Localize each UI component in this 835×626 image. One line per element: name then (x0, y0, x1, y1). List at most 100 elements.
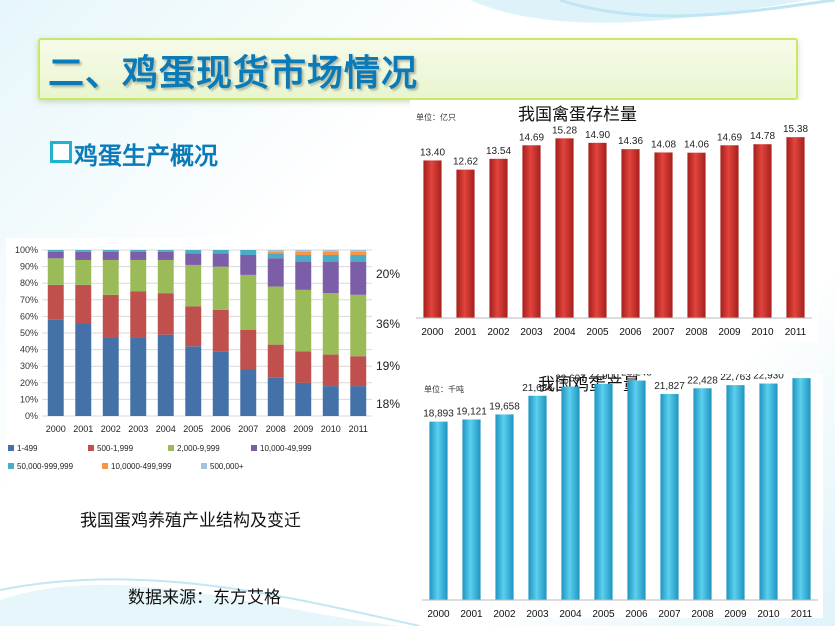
bar-value-label: 19,658 (489, 401, 520, 412)
legend-label: 2,000-9,999 (177, 444, 220, 453)
stacked-bar-segment (185, 346, 202, 416)
stacked-bar-segment (102, 259, 119, 295)
bar-value-label: 19,121 (456, 406, 487, 417)
stacked-bar-segment (350, 356, 367, 387)
stacked-bar-segment (212, 266, 229, 310)
data-bar (588, 142, 607, 318)
bar-value-label: 14.69 (717, 132, 742, 143)
stacked-bar-segment (47, 258, 64, 285)
x-tick-label: 2009 (718, 327, 741, 338)
data-bar (627, 380, 646, 600)
legend-swatch (168, 445, 174, 451)
y-tick-label: 0% (25, 411, 38, 421)
x-tick-label: 2009 (724, 609, 747, 618)
stacked-bar-segment (157, 293, 174, 335)
x-tick-label: 2001 (454, 327, 477, 338)
bar-value-label: 15.28 (552, 125, 577, 136)
stacked-bar-segment (212, 250, 229, 254)
x-tick-label: 2004 (559, 609, 582, 618)
stacked-bar-segment (75, 259, 92, 285)
x-tick-label: 2007 (652, 327, 675, 338)
share-annotation: 18% (376, 397, 400, 411)
stacked-bar-segment (240, 274, 257, 330)
x-tick-label: 2001 (460, 609, 483, 618)
x-tick-label: 2004 (156, 424, 176, 434)
stacked-bar-segment (157, 334, 174, 416)
stacked-bar-segment (102, 337, 119, 416)
stacked-bar-segment (267, 253, 284, 259)
data-bar (687, 152, 706, 318)
share-annotation: 20% (376, 267, 400, 281)
stacked-bar-segment (157, 250, 174, 252)
stacked-bar-segment (322, 293, 339, 355)
bar-value-label: 14.36 (618, 136, 643, 147)
stacked-bar-segment (47, 250, 64, 252)
stacked-bar-segment (295, 254, 312, 262)
x-tick-label: 2008 (691, 609, 714, 618)
y-tick-label: 90% (20, 262, 38, 272)
x-tick-label: 2008 (266, 424, 286, 434)
subheading-text: 鸡蛋生产概况 (74, 142, 218, 170)
bar-value-label: 14.90 (585, 130, 610, 141)
bar-value-label: 14.78 (750, 131, 775, 142)
y-tick-label: 50% (20, 328, 38, 338)
stock-chart-panel: 我国禽蛋存栏量 单位：亿只 13.40 2000 12.62 2001 13.54 2002 1… (410, 100, 818, 342)
stacked-bar-segment (267, 286, 284, 345)
x-tick-label: 2002 (487, 327, 510, 338)
stacked-bar-segment (157, 251, 174, 260)
y-tick-label: 100% (15, 245, 38, 255)
y-tick-label: 10% (20, 394, 38, 404)
stacked-bar-segment (212, 253, 229, 267)
legend-swatch (251, 445, 257, 451)
data-bar (429, 421, 448, 600)
x-tick-label: 2003 (128, 424, 148, 434)
chart-unit: 单位：千吨 (424, 384, 464, 394)
bar-value-label: 14.06 (684, 140, 709, 151)
stacked-bar-segment (130, 259, 147, 292)
data-bar (726, 385, 745, 600)
stacked-bar-segment (75, 250, 92, 252)
x-tick-label: 2000 (46, 424, 66, 434)
legend-swatch (8, 445, 14, 451)
legend-label: 500,000+ (210, 462, 244, 471)
y-tick-label: 80% (20, 278, 38, 288)
x-tick-label: 2007 (658, 609, 681, 618)
bar-value-label: 23,502 (786, 374, 817, 376)
x-tick-label: 2011 (791, 609, 813, 618)
data-bar (792, 378, 811, 600)
stacked-bar-segment (102, 251, 119, 260)
bar-value-label: 12.62 (453, 157, 478, 168)
x-tick-label: 2002 (493, 609, 516, 618)
title-banner: 二、鸡蛋现货市场情况 (38, 38, 798, 100)
legend-label: 50,000-999,999 (17, 462, 74, 471)
x-tick-label: 2001 (73, 424, 93, 434)
x-tick-label: 2003 (520, 327, 543, 338)
data-bar (660, 393, 679, 600)
data-bar (495, 414, 514, 600)
x-tick-label: 2009 (293, 424, 313, 434)
x-tick-label: 2010 (751, 327, 774, 338)
stacked-bar-segment (350, 261, 367, 295)
stacked-bar-segment (102, 294, 119, 338)
stacked-bar-segment (267, 344, 284, 378)
data-bar (654, 152, 673, 318)
stacked-bar-segment (322, 251, 339, 255)
x-tick-label: 2011 (349, 424, 368, 434)
bar-value-label: 22,428 (687, 375, 718, 386)
stacked-bar-segment (350, 251, 367, 255)
bar-value-label: 13.54 (486, 146, 511, 157)
legend-label: 1-499 (17, 444, 38, 453)
stacked-bar-segment (350, 254, 367, 262)
stacked-bar-segment (295, 382, 312, 416)
x-tick-label: 2005 (592, 609, 615, 618)
stacked-bar-segment (75, 323, 92, 416)
stacked-bar-segment (322, 254, 339, 262)
stacked-bar-segment (75, 251, 92, 260)
structure-stacked-chart: 0% 10% 20% 30% 40% 50% 60% 70% 80% 90% 100% 2000 200… (8, 245, 400, 471)
stacked-bar-segment (185, 306, 202, 347)
data-bar (720, 145, 739, 318)
y-tick-label: 60% (20, 311, 38, 321)
bar-value-label: 21,827 (654, 381, 685, 392)
output-chart-panel: 我国鸡蛋产量 单位：千吨 18,893 2000 19,121 2001 19,658 200… (418, 365, 823, 620)
data-bar (786, 137, 805, 318)
